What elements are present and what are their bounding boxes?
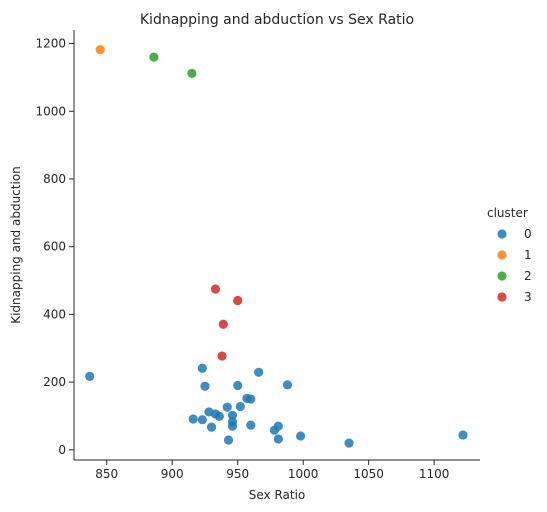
cluster-0-point: [282, 380, 293, 390]
legend-label-3: 3: [524, 290, 532, 304]
cluster-0-point: [273, 421, 283, 431]
cluster-0-point: [227, 421, 238, 431]
x-tick-label: 1000: [288, 467, 319, 481]
x-tick-label: 850: [95, 467, 118, 481]
x-tick-label: 950: [226, 467, 249, 481]
cluster-3-point: [218, 319, 228, 329]
cluster-1-point: [95, 45, 105, 55]
x-tick-label: 1050: [353, 467, 384, 481]
cluster-0-point: [200, 381, 210, 391]
cluster-0-point: [227, 410, 238, 420]
cluster-0-point: [295, 431, 306, 441]
x-axis-label: Sex Ratio: [249, 488, 306, 502]
cluster-0-point: [254, 367, 264, 377]
y-axis-label: Kidnapping and abduction: [9, 166, 23, 324]
y-tick-label: 600: [43, 240, 66, 254]
legend-marker-2: [497, 271, 507, 281]
y-tick-label: 200: [43, 375, 66, 389]
legend: cluster 0 1 2 3: [487, 206, 532, 304]
cluster-0-point: [246, 394, 256, 404]
x-tick-label: 1100: [419, 467, 450, 481]
cluster-0-point: [214, 411, 224, 421]
cluster-0-point: [223, 435, 234, 445]
cluster-0-point: [85, 371, 95, 381]
cluster-3-point: [217, 351, 227, 361]
cluster-0-point: [206, 422, 217, 432]
y-axis-ticks: 0 200 400 600 800 1000 1200: [35, 37, 74, 457]
cluster-0-point: [197, 363, 207, 373]
legend-marker-3: [497, 292, 507, 302]
plot-area: [85, 45, 468, 448]
y-tick-label: 800: [43, 172, 66, 186]
legend-label-1: 1: [524, 248, 532, 262]
cluster-0-point: [246, 420, 256, 430]
cluster-3-point: [233, 295, 243, 306]
chart-title: Kidnapping and abduction vs Sex Ratio: [140, 12, 414, 28]
y-tick-label: 0: [58, 443, 66, 457]
cluster-0-point: [458, 430, 468, 440]
cluster-2-point: [149, 52, 159, 62]
x-axis-ticks: 850 900 950 1000 1050 1100: [95, 460, 449, 481]
cluster-2-point: [187, 68, 197, 78]
x-tick-label: 900: [161, 467, 184, 481]
y-tick-label: 400: [43, 307, 66, 321]
cluster-0-point: [197, 415, 207, 425]
legend-marker-1: [497, 250, 507, 260]
legend-title: cluster: [487, 206, 528, 220]
cluster-0-point: [344, 438, 354, 448]
y-tick-label: 1200: [35, 37, 66, 51]
legend-label-0: 0: [524, 227, 532, 241]
cluster-0-point: [233, 380, 243, 391]
cluster-0-point: [222, 402, 232, 412]
cluster-0-point: [235, 401, 245, 412]
cluster-0-point: [273, 434, 283, 444]
legend-marker-0: [497, 229, 507, 239]
cluster-0-point: [188, 414, 198, 424]
legend-label-2: 2: [524, 269, 532, 283]
cluster-3-point: [210, 284, 221, 294]
y-tick-label: 1000: [35, 104, 66, 118]
